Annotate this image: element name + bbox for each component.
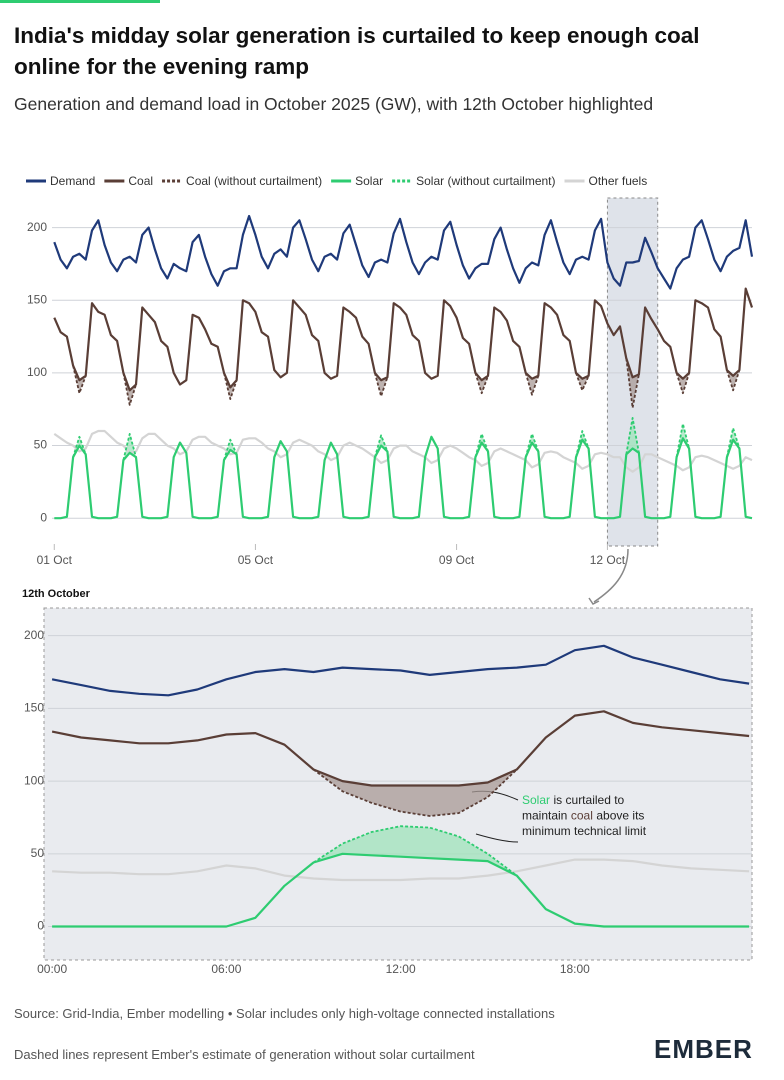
panel-title: 12th October [22,588,91,600]
line [52,858,750,882]
x-tick-label: 12:00 [386,962,416,976]
x-tick-label: 05 Oct [238,553,274,567]
annotation: Solar is curtailed to [522,793,625,807]
curtailment-area [726,370,740,391]
annotation-part: coal [571,809,593,823]
accent-bar [0,0,160,3]
legend-label: Coal (without curtailment) [186,174,322,188]
legend-label: Solar [355,174,383,188]
curtailment-area [374,435,388,458]
x-tick-label: 00:00 [37,962,67,976]
x-tick-label: 12 Oct [590,553,626,567]
curtailment-area [73,436,86,458]
curtailment-area [313,769,517,816]
dashed-line [72,417,741,461]
y-tick-label: 100 [27,365,47,379]
subtitle: Generation and demand load in October 20… [14,94,654,114]
y-tick-label: 200 [24,628,44,642]
y-tick-label: 150 [24,701,44,715]
legend-label: Demand [50,174,95,188]
backgrounds [43,197,753,961]
curtailment-area [123,433,136,461]
annotation-part: above its [596,809,644,823]
x-tick-label: 06:00 [211,962,241,976]
curtailment-area [73,365,86,394]
callout-arrow [593,548,629,603]
dashed-line [312,768,518,817]
annotation-part: minimum technical limit [522,824,647,838]
curtailment-area [676,372,690,394]
logo: EMBER [654,1034,753,1064]
annotation-part: maintain [522,809,567,823]
annotation-pointer [475,833,519,843]
title: India's midday solar generation is curta… [14,23,700,79]
annotation-part: is curtailed to [554,793,625,807]
curtailment-area [123,372,136,405]
curtailment-area [626,417,639,455]
y-tick-label: 50 [34,438,48,452]
y-tick-label: 50 [31,846,45,860]
legend-label: Other fuels [589,174,648,188]
x-tick-label: 18:00 [560,962,590,976]
dashed-line [313,825,518,877]
y-tick-label: 150 [27,292,47,306]
detail-frame [43,607,753,961]
line [53,287,754,392]
y-tick-label: 200 [27,220,47,234]
line [51,644,750,697]
y-tick-label: 100 [24,773,44,787]
source: Source: Grid-India, Ember modelling • So… [14,1006,555,1021]
line [51,710,750,787]
y-tick-label: 0 [37,919,44,933]
legend-label: Solar (without curtailment) [416,174,555,188]
dashed-line [72,358,741,409]
highlight-band [606,197,659,547]
line [53,214,754,290]
annotation: minimum technical limit [522,824,647,838]
callout-arrowhead [588,597,600,605]
curtailment-area [726,428,740,458]
y-tick-label: 0 [40,510,47,524]
legend-label: Coal [128,174,153,188]
line [53,429,753,473]
annotation: maintain coal above its [522,809,644,823]
note: Dashed lines represent Ember's estimate … [14,1047,475,1062]
line [54,435,753,520]
line [52,852,750,928]
curtailment-area [313,826,517,876]
x-tick-label: 01 Oct [37,553,73,567]
annotation-part: Solar [522,793,550,807]
x-tick-label: 09 Oct [439,553,475,567]
